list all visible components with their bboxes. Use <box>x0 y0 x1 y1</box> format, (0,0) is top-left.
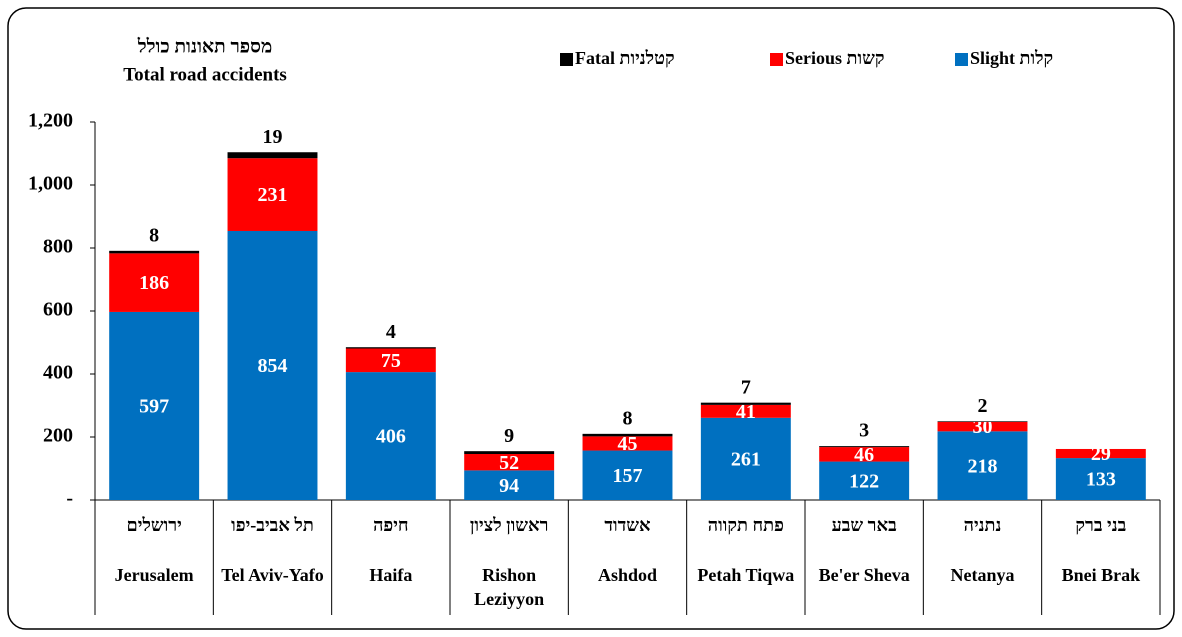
y-tick-label: 1,000 <box>28 173 73 195</box>
data-label: 157 <box>613 465 643 487</box>
data-label: 29 <box>1091 443 1111 465</box>
x-tick-label-hebrew: חיפה <box>373 515 409 535</box>
bar-segment <box>345 347 436 349</box>
bar-segment <box>582 450 673 500</box>
x-tick-label: Ashdod <box>597 565 658 585</box>
bar-segment <box>1055 448 1146 459</box>
bar-segment <box>700 404 791 418</box>
y-tick-label: 600 <box>43 299 73 321</box>
y-tick-label: 200 <box>43 425 73 447</box>
data-label: 75 <box>381 350 401 372</box>
data-label: 186 <box>139 272 169 294</box>
chart-title: מספר תאונות כולל <box>137 36 272 57</box>
bar-segment <box>227 158 318 231</box>
data-label: 3 <box>859 420 869 442</box>
data-label: 261 <box>731 448 761 470</box>
x-tick-label: Petah Tiqwa <box>697 565 795 585</box>
bar-segment <box>1055 458 1146 500</box>
chart-subtitle: Total road accidents <box>123 64 287 85</box>
x-tick-label-hebrew: ירושלים <box>126 515 182 535</box>
data-label: 52 <box>499 452 519 474</box>
data-label: 41 <box>736 401 756 423</box>
x-tick-label: Jerusalem <box>114 565 194 585</box>
bar-segment <box>937 421 1028 432</box>
x-tick-label: Rishon Leziyyon <box>474 565 545 609</box>
legend-swatch <box>955 53 968 66</box>
data-label: 2 <box>978 395 988 417</box>
data-label: 9 <box>504 425 514 447</box>
y-tick-label: 800 <box>43 236 73 258</box>
data-label: 45 <box>618 433 638 455</box>
legend-label: Slight קלות <box>970 48 1053 68</box>
data-label: 4 <box>386 321 396 343</box>
data-label: 7 <box>741 376 751 398</box>
bar-segment <box>582 433 673 437</box>
bar-segment <box>227 152 318 159</box>
data-label: 8 <box>149 224 159 246</box>
x-tick-label: Netanya <box>950 565 1015 585</box>
x-tick-label: Be'er Sheva <box>818 565 910 585</box>
legend-label: Fatal קטלניות <box>575 48 675 68</box>
legend-swatch <box>770 53 783 66</box>
bar-segment <box>464 451 555 455</box>
bar-segment <box>109 253 200 312</box>
data-label: 8 <box>623 407 633 429</box>
bar-segment <box>109 311 200 500</box>
x-tick-label-hebrew: אשדוד <box>604 515 651 535</box>
bar-segment <box>345 348 436 373</box>
bar-segment <box>109 250 200 254</box>
data-label: 133 <box>1086 469 1116 491</box>
x-tick-label: Bnei Brak <box>1061 565 1141 585</box>
x-tick-label: Tel Aviv-Yafo <box>221 565 324 585</box>
data-label: 854 <box>258 355 288 377</box>
bar-segment <box>937 431 1028 500</box>
bar-segment <box>937 421 1028 422</box>
bar-segment <box>819 447 910 462</box>
data-label: 597 <box>139 396 169 418</box>
legend-label: Serious קשות <box>785 48 884 68</box>
data-label: 94 <box>499 475 519 497</box>
bar-segment <box>819 461 910 500</box>
bar-segment <box>464 454 555 471</box>
x-tick-label-hebrew: באר שבע <box>831 515 897 535</box>
data-label: 231 <box>258 184 288 206</box>
bar-segment <box>582 436 673 451</box>
legend-swatch <box>560 53 573 66</box>
bar-segment <box>700 417 791 500</box>
x-tick-label-hebrew: ראשון לציון <box>469 515 549 535</box>
bar-segment <box>700 402 791 405</box>
x-tick-label-hebrew: נתניה <box>963 515 1002 535</box>
bar-segment <box>819 446 910 448</box>
bar-segment <box>464 470 555 500</box>
x-tick-label-hebrew: בני ברק <box>1075 515 1127 535</box>
data-label: 122 <box>849 470 879 492</box>
y-tick-label: 1,200 <box>28 110 73 132</box>
x-tick-label-hebrew: פתח תקווה <box>707 515 784 535</box>
bar-segment <box>227 230 318 501</box>
data-label: 19 <box>263 126 283 148</box>
data-label: 218 <box>968 455 998 477</box>
x-tick-label: Haifa <box>369 565 413 585</box>
data-label: 46 <box>854 444 874 466</box>
y-tick-label: 400 <box>43 362 73 384</box>
bar-segment <box>345 372 436 500</box>
data-label: 30 <box>973 416 993 438</box>
data-label: 406 <box>376 426 406 448</box>
y-tick-label: - <box>66 488 73 510</box>
x-tick-label-hebrew: תל אביב-יפו <box>231 515 314 535</box>
